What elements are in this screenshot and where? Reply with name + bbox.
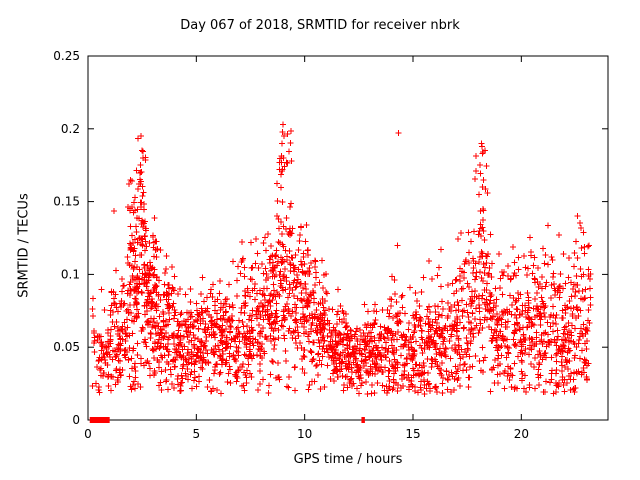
svg-text:0.25: 0.25: [53, 49, 80, 63]
chart-title: Day 067 of 2018, SRMTID for receiver nbr…: [180, 18, 460, 33]
svg-text:0: 0: [72, 413, 80, 427]
svg-text:15: 15: [405, 427, 420, 441]
svg-text:20: 20: [514, 427, 529, 441]
svg-text:5: 5: [193, 427, 201, 441]
svg-text:0.15: 0.15: [53, 195, 80, 209]
svg-text:0.1: 0.1: [61, 267, 80, 281]
svg-text:10: 10: [297, 427, 312, 441]
svg-text:0.2: 0.2: [61, 122, 80, 136]
svg-text:0: 0: [84, 427, 92, 441]
svg-text:0.05: 0.05: [53, 340, 80, 354]
x-axis-label: GPS time / hours: [293, 452, 403, 467]
